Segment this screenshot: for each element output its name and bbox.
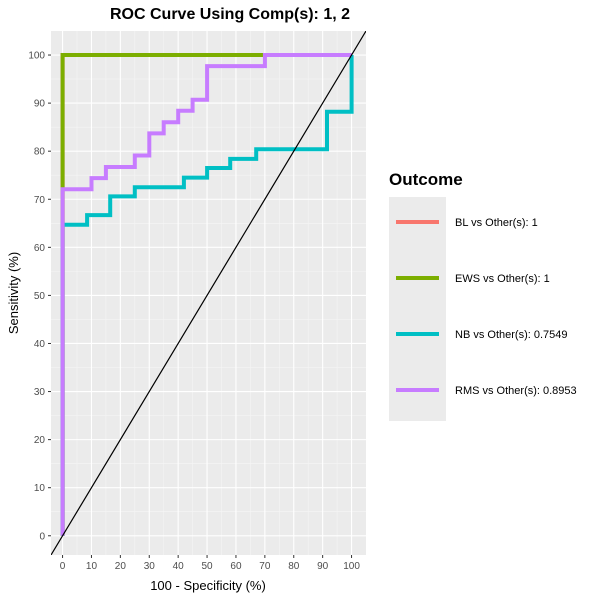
y-tick-label: 50: [34, 291, 46, 302]
legend: BL vs Other(s): 1 EWS vs Other(s): 1 NB vs…: [396, 217, 577, 397]
series-line-3: [60, 53, 352, 536]
x-tick-label: 70: [259, 561, 271, 572]
x-tick-label: 40: [173, 561, 185, 572]
x-axis-ticks: 0 10 20 30 40 50 60 70 80 90 100: [60, 555, 360, 572]
y-tick-label: 60: [34, 243, 46, 254]
y-tick-label: 0: [39, 531, 45, 542]
x-tick-label: 100: [343, 561, 360, 572]
series-line-2: [60, 55, 354, 536]
legend-label-1: EWS vs Other(s): 1: [455, 273, 550, 285]
x-tick-label: 80: [288, 561, 300, 572]
x-tick-label: 90: [317, 561, 329, 572]
legend-label-0: BL vs Other(s): 1: [455, 217, 538, 229]
y-tick-label: 40: [34, 339, 46, 350]
x-tick-label: 30: [144, 561, 156, 572]
chart-title: ROC Curve Using Comp(s): 1, 2: [110, 6, 350, 23]
y-tick-label: 90: [34, 99, 46, 110]
y-axis-title: Sensitivity (%): [6, 252, 21, 334]
legend-key-background: [389, 197, 446, 421]
reference-diagonal-line: [51, 31, 366, 555]
y-tick-label: 80: [34, 147, 46, 158]
y-tick-label: 100: [28, 51, 45, 62]
x-tick-label: 50: [201, 561, 213, 572]
x-tick-label: 60: [230, 561, 242, 572]
x-tick-label: 0: [60, 561, 66, 572]
y-tick-label: 20: [34, 435, 46, 446]
legend-title: Outcome: [389, 170, 463, 189]
x-tick-label: 10: [86, 561, 98, 572]
legend-label-3: RMS vs Other(s): 0.8953: [455, 385, 577, 397]
x-axis-title: 100 - Specificity (%): [150, 578, 266, 593]
grid-minor: [51, 31, 366, 555]
y-axis-ticks: 0 10 20 30 40 50 60 70 80 90 100: [28, 51, 51, 542]
y-tick-label: 10: [34, 483, 46, 494]
legend-label-2: NB vs Other(s): 0.7549: [455, 329, 568, 341]
y-tick-label: 70: [34, 195, 46, 206]
x-tick-label: 20: [115, 561, 127, 572]
series-layer: [51, 31, 366, 555]
y-tick-label: 30: [34, 387, 46, 398]
